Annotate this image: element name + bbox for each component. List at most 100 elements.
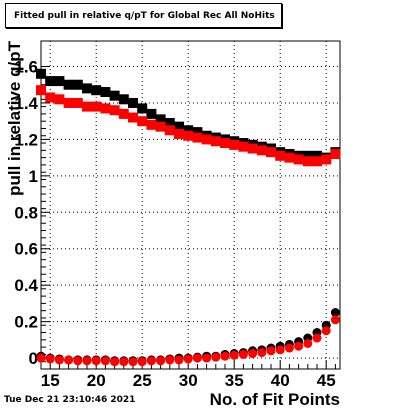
data-layer bbox=[36, 68, 341, 367]
data-point-square bbox=[72, 79, 83, 90]
y-tick-label: 1.2 bbox=[14, 130, 38, 149]
data-point-square bbox=[91, 101, 102, 112]
data-point-square bbox=[155, 114, 166, 125]
data-point-square bbox=[164, 125, 175, 136]
data-point-square bbox=[183, 125, 194, 136]
data-point-circle bbox=[128, 357, 138, 367]
y-tick-label: 0 bbox=[29, 349, 38, 368]
y-tick-label: 0.6 bbox=[14, 240, 38, 259]
y-tick-label: 0.8 bbox=[14, 203, 38, 222]
data-point-circle bbox=[82, 356, 92, 366]
data-point-square bbox=[183, 130, 194, 141]
data-point-square bbox=[192, 127, 203, 138]
data-point-square bbox=[238, 141, 249, 152]
data-point-square bbox=[330, 148, 341, 159]
data-point-circle bbox=[266, 346, 276, 356]
data-point-square bbox=[210, 136, 221, 147]
data-point-square bbox=[82, 101, 92, 112]
data-point-square bbox=[201, 134, 212, 145]
data-point-circle bbox=[220, 351, 230, 361]
x-tick-label: 45 bbox=[317, 371, 336, 390]
x-tick-label: 40 bbox=[271, 371, 290, 390]
chart-title-box: Fitted pull in relative q/pT for Global … bbox=[5, 3, 282, 28]
data-point-square bbox=[192, 132, 203, 143]
data-point-square bbox=[293, 154, 304, 165]
data-point-circle bbox=[303, 338, 313, 348]
data-point-circle bbox=[100, 356, 110, 366]
data-point-square bbox=[146, 119, 157, 130]
series-0 bbox=[36, 68, 341, 163]
data-point-square bbox=[36, 68, 46, 79]
data-point-circle bbox=[321, 326, 331, 336]
data-point-square bbox=[118, 94, 129, 105]
data-point-square bbox=[220, 138, 230, 149]
data-point-circle bbox=[119, 357, 129, 367]
data-point-circle bbox=[211, 352, 221, 362]
data-point-circle bbox=[192, 353, 202, 363]
data-point-square bbox=[275, 150, 286, 161]
data-point-square bbox=[109, 105, 120, 116]
data-point-square bbox=[174, 128, 184, 139]
data-point-circle bbox=[183, 354, 193, 364]
data-point-square bbox=[54, 94, 65, 105]
data-point-square bbox=[155, 121, 166, 132]
data-point-square bbox=[137, 103, 148, 114]
y-tick-label: 1.4 bbox=[14, 94, 38, 113]
data-point-square bbox=[137, 116, 148, 127]
data-point-circle bbox=[257, 348, 267, 358]
tick-layer: 15 20 25 30 35 40 45 0 0.2 0.4 0.6 0.8 1 1.2 1.4 1.6 bbox=[14, 58, 336, 390]
data-point-circle bbox=[312, 333, 322, 343]
data-point-square bbox=[302, 156, 313, 167]
data-point-circle bbox=[64, 355, 74, 365]
timestamp: Tue Dec 21 23:10:46 2021 bbox=[4, 395, 136, 405]
data-point-circle bbox=[248, 349, 258, 359]
x-axis-title: No. of Fit Points bbox=[210, 390, 340, 409]
x-tick-label: 15 bbox=[41, 371, 60, 390]
x-tick-label: 35 bbox=[225, 371, 244, 390]
data-point-circle bbox=[294, 341, 304, 351]
data-point-circle bbox=[146, 356, 156, 366]
data-point-square bbox=[118, 108, 129, 119]
chart-title: Fitted pull in relative q/pT for Global … bbox=[14, 11, 275, 21]
data-point-square bbox=[128, 97, 138, 108]
data-point-circle bbox=[330, 315, 340, 325]
data-point-circle bbox=[73, 356, 83, 366]
data-point-circle bbox=[238, 349, 248, 359]
data-point-square bbox=[302, 150, 313, 161]
data-point-square bbox=[45, 76, 56, 87]
data-point-square bbox=[91, 85, 102, 96]
data-point-square bbox=[229, 139, 240, 150]
data-point-square bbox=[36, 85, 46, 96]
data-point-square bbox=[45, 92, 56, 103]
y-tick-label: 0.4 bbox=[14, 276, 38, 295]
data-point-circle bbox=[174, 355, 184, 365]
data-point-circle bbox=[284, 343, 294, 353]
data-point-circle bbox=[54, 355, 64, 365]
x-tick-label: 20 bbox=[87, 371, 106, 390]
data-point-circle bbox=[137, 357, 147, 367]
data-point-circle bbox=[275, 345, 285, 355]
data-point-circle bbox=[110, 357, 120, 367]
data-point-square bbox=[247, 143, 258, 154]
data-point-square bbox=[100, 87, 111, 98]
data-point-square bbox=[128, 112, 138, 123]
x-tick-label: 25 bbox=[133, 371, 152, 390]
data-point-circle bbox=[156, 356, 166, 366]
grid-layer bbox=[41, 41, 340, 369]
series-3 bbox=[36, 315, 340, 367]
data-point-circle bbox=[45, 354, 55, 364]
data-point-square bbox=[174, 121, 184, 132]
data-point-circle bbox=[330, 308, 340, 318]
data-point-circle bbox=[202, 353, 212, 363]
data-point-square bbox=[72, 97, 83, 108]
data-point-square bbox=[82, 83, 92, 94]
data-point-square bbox=[284, 152, 295, 163]
data-point-square bbox=[54, 76, 65, 87]
data-point-square bbox=[109, 90, 120, 101]
data-point-circle bbox=[91, 356, 101, 366]
data-point-square bbox=[164, 118, 175, 128]
x-tick-label: 30 bbox=[179, 371, 198, 390]
data-point-square bbox=[312, 150, 322, 161]
data-point-square bbox=[146, 108, 157, 119]
